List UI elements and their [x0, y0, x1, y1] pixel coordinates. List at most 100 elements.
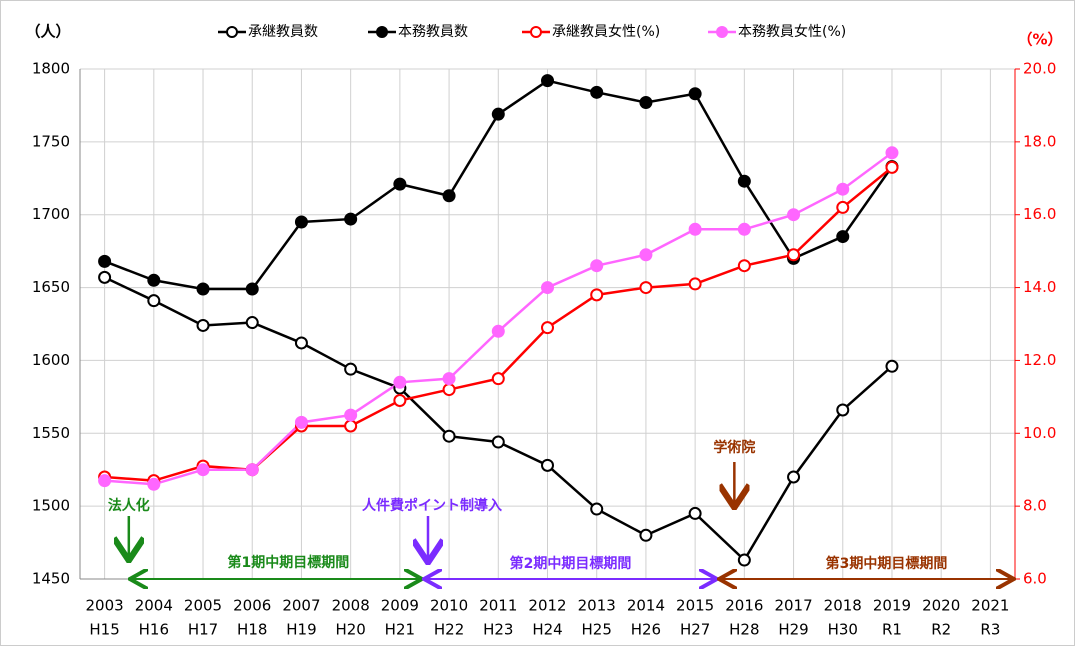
point — [491, 107, 505, 121]
y2-tick-label: 14.0 — [1023, 278, 1056, 296]
y2-axis-label: （%） — [1017, 31, 1062, 49]
legend-marker — [530, 26, 542, 38]
x-tick-sublabel: R3 — [980, 621, 1000, 639]
point — [836, 182, 850, 196]
legend-label: 承継教員数 — [248, 24, 318, 40]
point — [688, 506, 702, 520]
x-tick-sublabel: H25 — [582, 621, 612, 639]
x-tick-sublabel: H18 — [237, 621, 267, 639]
point — [98, 270, 112, 284]
point — [541, 281, 554, 295]
point — [442, 383, 456, 397]
point — [639, 96, 653, 110]
point — [590, 502, 604, 516]
x-tick-label: 2020 — [922, 597, 960, 615]
point — [344, 212, 358, 226]
point — [787, 248, 801, 262]
point — [491, 435, 505, 449]
x-tick-label: 2005 — [184, 597, 222, 615]
point — [590, 288, 604, 302]
point — [196, 318, 210, 332]
y2-tick-label: 8.0 — [1023, 497, 1047, 515]
legend-label: 本務教員数 — [398, 24, 468, 40]
annotation: 人件費ポイント制導入 — [362, 497, 502, 514]
point — [885, 359, 899, 373]
y-tick-label: 1700 — [32, 205, 70, 223]
x-tick-sublabel: H15 — [89, 621, 119, 639]
x-tick-sublabel: H24 — [532, 621, 562, 639]
y-axis-label: （人） — [25, 23, 70, 41]
point — [294, 415, 308, 429]
x-tick-label: 2018 — [824, 597, 862, 615]
x-tick-label: 2008 — [332, 597, 370, 615]
point — [639, 528, 653, 542]
x-tick-sublabel: H30 — [828, 621, 858, 639]
point — [344, 362, 358, 376]
point — [147, 294, 161, 308]
x-tick-sublabel: H23 — [483, 621, 513, 639]
point — [836, 200, 850, 214]
x-tick-sublabel: H26 — [631, 621, 661, 639]
x-tick-label: 2003 — [86, 597, 124, 615]
x-tick-label: 2009 — [381, 597, 419, 615]
point — [98, 254, 112, 268]
legend-marker — [716, 26, 728, 38]
point — [344, 419, 358, 433]
x-tick-label: 2016 — [725, 597, 763, 615]
point — [344, 408, 358, 422]
point — [836, 230, 850, 244]
point — [541, 321, 554, 335]
point — [688, 222, 702, 236]
point — [491, 372, 505, 386]
point — [147, 477, 161, 491]
point — [541, 458, 554, 472]
x-tick-label: 2015 — [676, 597, 714, 615]
point — [590, 259, 604, 273]
point — [737, 174, 751, 188]
point — [98, 474, 112, 488]
point — [245, 282, 259, 296]
point — [688, 87, 702, 101]
x-tick-sublabel: H28 — [729, 621, 759, 639]
y2-tick-label: 20.0 — [1023, 60, 1056, 78]
y2-tick-label: 10.0 — [1023, 424, 1056, 442]
x-tick-sublabel: R1 — [882, 621, 902, 639]
legend-label: 承継教員女性(%) — [552, 23, 660, 40]
x-tick-label: 2013 — [578, 597, 616, 615]
point — [885, 160, 899, 174]
point — [541, 74, 554, 88]
x-tick-sublabel: H21 — [385, 621, 415, 639]
x-tick-label: 2006 — [233, 597, 271, 615]
x-tick-sublabel: H29 — [778, 621, 808, 639]
legend-marker — [226, 26, 238, 38]
point — [393, 375, 407, 389]
y-tick-label: 1450 — [32, 570, 70, 588]
x-tick-sublabel: H20 — [335, 621, 365, 639]
point — [836, 403, 850, 417]
point — [294, 215, 308, 229]
x-tick-label: 2007 — [282, 597, 320, 615]
x-tick-sublabel: H19 — [286, 621, 316, 639]
x-tick-label: 2012 — [528, 597, 566, 615]
y-tick-label: 1650 — [32, 278, 70, 296]
y2-tick-label: 12.0 — [1023, 351, 1056, 369]
point — [639, 281, 653, 295]
x-tick-label: 2010 — [430, 597, 468, 615]
point — [491, 324, 505, 338]
point — [688, 277, 702, 291]
point — [737, 222, 751, 236]
y-tick-label: 1550 — [32, 424, 70, 442]
y-tick-label: 1750 — [32, 132, 70, 150]
y-tick-label: 1800 — [32, 60, 70, 78]
legend-marker — [376, 26, 388, 38]
y-tick-label: 1500 — [32, 497, 70, 515]
point — [245, 463, 259, 477]
x-tick-sublabel: H16 — [139, 621, 169, 639]
point — [885, 146, 899, 160]
x-tick-label: 2021 — [971, 597, 1009, 615]
x-tick-label: 2014 — [627, 597, 665, 615]
x-tick-label: 2017 — [774, 597, 812, 615]
point — [393, 177, 407, 191]
